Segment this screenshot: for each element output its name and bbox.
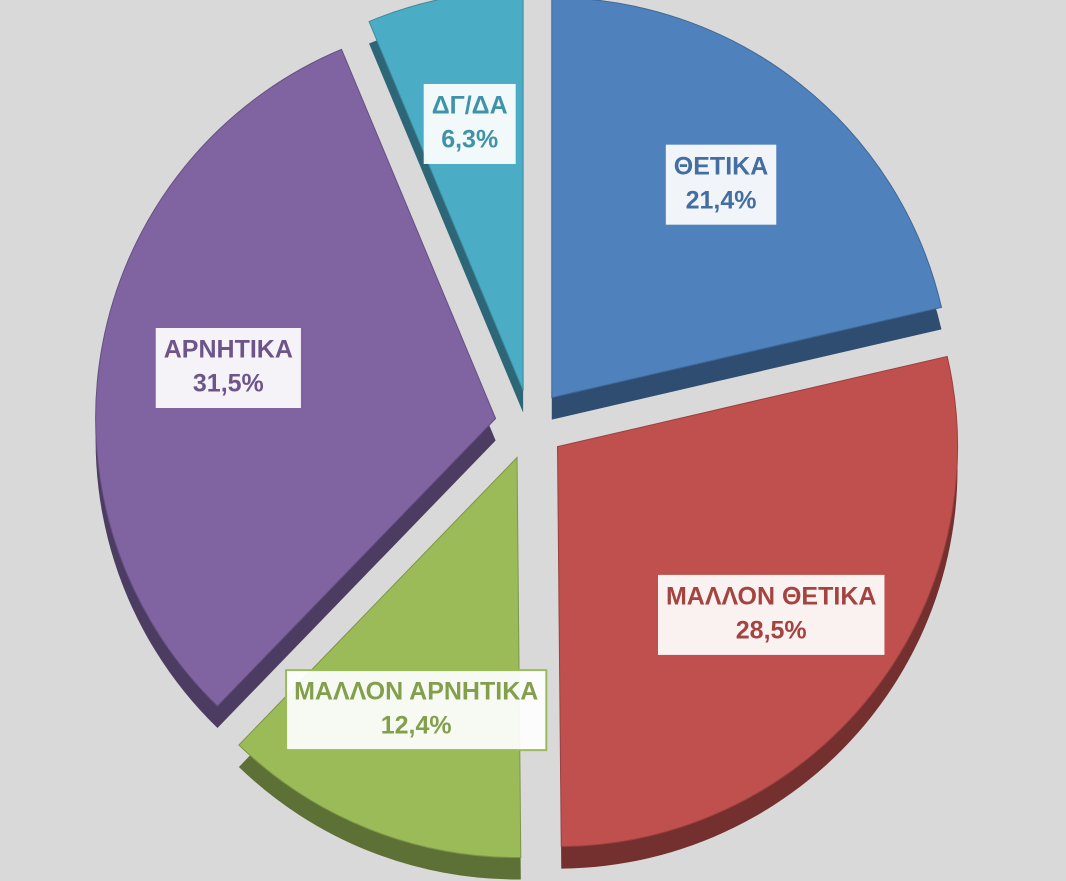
value-label: 6,3% xyxy=(441,126,498,154)
value-label: 12,4% xyxy=(381,712,452,740)
data-label: ΜΑΛΛΟΝ ΑΡΝΗΤΙΚΑ 12,4% xyxy=(285,669,548,752)
category-label: ΜΑΛΛΟΝ ΑΡΝΗΤΙΚΑ xyxy=(294,678,538,706)
category-label: ΘΕΤΙΚΑ xyxy=(674,152,768,180)
data-label: ΘΕΤΙΚΑ 21,4% xyxy=(665,144,777,225)
label-box xyxy=(155,328,301,409)
category-label: ΑΡΝΗΤΙΚΑ xyxy=(164,336,293,364)
value-label: 21,4% xyxy=(686,186,757,214)
label-box xyxy=(423,83,516,164)
slice xyxy=(238,456,522,858)
category-label: ΔΓ/ΔΑ xyxy=(432,92,508,120)
value-label: 28,5% xyxy=(736,617,807,645)
label-box xyxy=(285,669,548,752)
label-box xyxy=(657,574,885,655)
data-label: ΜΑΛΛΟΝ ΘΕΤΙΚΑ 28,5% xyxy=(657,574,885,655)
data-label: ΔΓ/ΔΑ 6,3% xyxy=(423,83,516,164)
value-label: 31,5% xyxy=(193,370,264,398)
label-box xyxy=(665,144,777,225)
data-label: ΑΡΝΗΤΙΚΑ 31,5% xyxy=(155,328,301,409)
category-label: ΜΑΛΛΟΝ ΘΕΤΙΚΑ xyxy=(666,583,876,611)
